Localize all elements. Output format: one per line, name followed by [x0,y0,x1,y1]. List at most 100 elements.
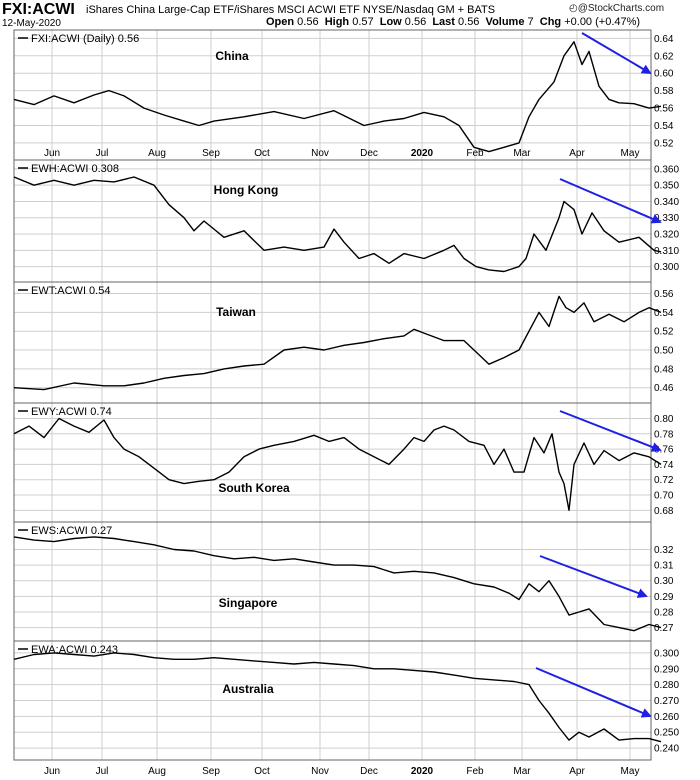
y-tick-label: 0.350 [654,181,679,192]
country-label: South Korea [218,481,290,495]
x-tick-label: Oct [254,148,270,159]
y-tick-label: 0.48 [654,364,674,375]
trend-arrow [559,178,662,224]
y-tick-label: 0.29 [654,592,674,603]
y-tick-label: 0.80 [654,414,674,425]
series-line [13,176,662,273]
panel-legend: EWS:ACWI 0.27 [31,525,112,537]
y-tick-label: 0.50 [654,346,674,357]
y-tick-label: 0.74 [654,460,674,471]
quote-summary: Open 0.56 High 0.57 Low 0.56 Last 0.56 V… [266,16,640,28]
chart-date: 12-May-2020 [2,18,61,29]
y-tick-label: 0.56 [654,104,674,115]
x-tick-label: Sep [202,766,220,777]
y-tick-label: 0.290 [654,664,679,675]
panel-legend: EWA:ACWI 0.243 [31,644,118,656]
x-tick-label: Apr [569,766,585,777]
x-tick-label: Aug [148,766,166,777]
y-tick-label: 0.240 [654,744,679,755]
x-tick-label: Jul [96,148,109,159]
y-tick-label: 0.60 [654,69,674,80]
country-label: Taiwan [216,305,256,319]
series-line [13,417,662,511]
quote-chg-label: Chg [539,16,565,28]
symbol-title: FXI:ACWI [2,1,75,18]
y-tick-label: 0.68 [654,506,674,517]
country-label: Hong Kong [214,183,279,197]
y-tick-label: 0.340 [654,197,679,208]
quote-open-label: Open [266,16,298,28]
y-tick-label: 0.280 [654,680,679,691]
y-tick-label: 0.54 [654,308,674,319]
x-tick-label: Mar [513,148,531,159]
trend-arrow [539,555,648,598]
stockcharts-logo: ◴@StockCharts.com [569,3,664,14]
y-tick-label: 0.56 [654,289,674,300]
panel-frame [13,159,652,283]
y-tick-label: 0.52 [654,327,674,338]
x-tick-label: Sep [202,148,220,159]
quote-low-label: Low [379,16,405,28]
panel-legend: EWH:ACWI 0.308 [31,163,119,175]
quote-last-label: Last [432,16,459,28]
x-tick-label: Jun [44,766,60,777]
trend-arrow [581,32,652,75]
quote-volume-label: Volume [485,16,528,28]
country-label: Australia [222,682,274,696]
panel-frame [13,281,652,404]
quote-high-label: High [324,16,353,28]
x-tick-label: Feb [466,766,484,777]
y-tick-label: 0.310 [654,246,679,257]
logo-text: @StockCharts.com [577,3,665,14]
y-tick-label: 0.250 [654,728,679,739]
symbol-description: iShares China Large-Cap ETF/iShares MSCI… [86,4,496,16]
x-tick-label: Apr [569,148,585,159]
panel-frame [13,521,652,642]
panel-legend: EWT:ACWI 0.54 [31,285,110,297]
y-tick-label: 0.46 [654,383,674,394]
country-label: China [215,49,249,63]
quote-open-value: 0.56 [297,16,325,28]
stockcharts-logo-icon: ◴ [569,3,578,14]
panel-legend: FXI:ACWI (Daily) 0.56 [31,33,139,45]
y-tick-label: 0.62 [654,51,674,62]
y-tick-label: 0.32 [654,545,674,556]
y-tick-label: 0.70 [654,491,674,502]
x-tick-label: Nov [311,766,329,777]
y-tick-label: 0.64 [654,34,674,45]
y-tick-label: 0.270 [654,696,679,707]
y-tick-label: 0.330 [654,213,679,224]
series-line [13,652,662,743]
x-tick-label: Aug [148,148,166,159]
y-tick-label: 0.30 [654,576,674,587]
y-tick-label: 0.76 [654,445,674,456]
x-tick-label: Feb [466,148,484,159]
x-tick-label: Dec [360,766,378,777]
y-tick-label: 0.360 [654,164,679,175]
panel-frame [13,402,652,523]
x-tick-label: Mar [513,766,531,777]
panel-frame [13,29,652,161]
panel-legend: EWY:ACWI 0.74 [31,406,112,418]
y-tick-label: 0.300 [654,262,679,273]
trend-arrow [535,667,652,718]
trend-arrow [559,410,662,452]
y-tick-label: 0.260 [654,712,679,723]
series-line [13,41,662,153]
y-tick-label: 0.28 [654,607,674,618]
x-tick-label: Jun [44,148,60,159]
x-tick-label: May [621,148,640,159]
x-tick-label: Nov [311,148,329,159]
quote-last-value: 0.56 [458,16,486,28]
country-label: Singapore [219,596,278,610]
x-tick-label: Oct [254,766,270,777]
y-tick-label: 0.31 [654,561,674,572]
y-tick-label: 0.320 [654,230,679,241]
x-tick-label: 2020 [411,766,434,777]
x-tick-label: May [621,766,640,777]
y-tick-label: 0.54 [654,121,674,132]
quote-low-value: 0.56 [404,16,433,28]
x-tick-label: Jul [96,766,109,777]
panel-frame [13,640,652,761]
